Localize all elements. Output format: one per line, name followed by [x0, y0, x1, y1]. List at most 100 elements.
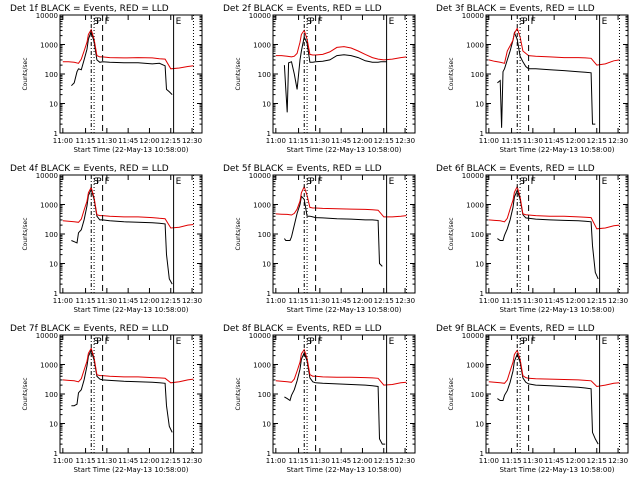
x-axis-label: Start Time (22-May-13 10:58:00) — [286, 466, 401, 474]
events-series-line — [497, 188, 599, 280]
chart-panel-4: Det 4f BLACK = Events, RED = LLD SP F E 1 10 1… — [10, 164, 203, 314]
x-tick-label: 11:30 — [97, 137, 117, 145]
chart-panel-2: Det 2f BLACK = Events, RED = LLD SP F E 1 10 1… — [223, 4, 416, 154]
y-tick-label: 100 — [258, 391, 271, 399]
y-tick-label: 10000 — [249, 332, 271, 340]
events-series-line — [497, 31, 596, 128]
x-tick-label: 12:30 — [608, 457, 628, 465]
x-axis-label: Start Time (22-May-13 10:58:00) — [73, 306, 188, 314]
x-tick-label: 11:15 — [501, 297, 521, 305]
chart-panel-7: Det 7f BLACK = Events, RED = LLD SP F E 1 10 1… — [10, 324, 203, 474]
y-tick-label: 1000 — [40, 362, 58, 370]
marker-label-p: P — [522, 337, 528, 347]
y-axis-label: Counts/sec — [448, 377, 455, 410]
marker-label-p: P — [309, 17, 315, 27]
y-tick-label: 10000 — [462, 332, 484, 340]
marker-label-f: F — [318, 337, 323, 347]
x-tick-label: 11:00 — [479, 297, 499, 305]
chart-title: Det 3f BLACK = Events, RED = LLD — [436, 4, 595, 14]
x-tick-label: 11:00 — [53, 137, 73, 145]
plot-frame — [59, 14, 203, 134]
y-tick-label: 10 — [49, 101, 58, 109]
y-tick-label: 100 — [45, 391, 58, 399]
marker-label-e: E — [176, 17, 182, 27]
lld-series-line — [488, 27, 620, 66]
x-axis-label: Start Time (22-May-13 10:58:00) — [286, 146, 401, 154]
y-tick-label: 1 — [54, 130, 58, 138]
marker-label-f: F — [105, 17, 110, 27]
x-tick-label: 11:45 — [544, 297, 564, 305]
x-tick-label: 11:00 — [53, 457, 73, 465]
plot-frame — [59, 174, 203, 294]
x-tick-label: 12:00 — [139, 457, 159, 465]
lld-series-line — [62, 347, 194, 384]
y-tick-label: 10000 — [36, 332, 58, 340]
x-tick-label: 12:30 — [182, 137, 202, 145]
x-tick-label: 11:00 — [266, 137, 286, 145]
x-tick-label: 11:30 — [310, 297, 330, 305]
lld-series-line — [488, 185, 620, 230]
marker-label-p: P — [522, 177, 528, 187]
x-tick-label: 11:45 — [118, 457, 138, 465]
plot-frame — [272, 334, 416, 454]
x-tick-label: 12:00 — [565, 457, 585, 465]
y-tick-label: 10000 — [249, 172, 271, 180]
y-tick-label: 1000 — [40, 42, 58, 50]
chart-title: Det 7f BLACK = Events, RED = LLD — [10, 324, 169, 334]
y-tick-label: 10 — [262, 101, 271, 109]
events-series-line — [283, 195, 383, 267]
x-tick-label: 11:30 — [97, 457, 117, 465]
x-axis-label: Start Time (22-May-13 10:58:00) — [499, 306, 614, 314]
marker-label-f: F — [105, 177, 110, 187]
x-tick-label: 11:15 — [288, 457, 308, 465]
lld-series-line — [275, 348, 407, 386]
y-tick-label: 10 — [262, 421, 271, 429]
marker-label-e: E — [389, 337, 395, 347]
x-tick-label: 11:15 — [501, 137, 521, 145]
x-axis-label: Start Time (22-May-13 10:58:00) — [286, 306, 401, 314]
y-tick-label: 10000 — [36, 172, 58, 180]
x-tick-label: 12:30 — [608, 297, 628, 305]
y-axis-label: Counts/sec — [448, 57, 455, 90]
y-tick-label: 10000 — [36, 12, 58, 20]
x-tick-label: 11:00 — [266, 297, 286, 305]
x-tick-label: 12:30 — [182, 457, 202, 465]
y-tick-label: 1 — [54, 290, 58, 298]
marker-label-s: S — [306, 177, 312, 187]
x-tick-label: 12:15 — [161, 457, 181, 465]
x-tick-label: 11:45 — [544, 137, 564, 145]
y-axis-label: Counts/sec — [235, 217, 242, 250]
y-tick-label: 100 — [45, 231, 58, 239]
x-tick-label: 11:30 — [310, 137, 330, 145]
chart-title: Det 1f BLACK = Events, RED = LLD — [10, 4, 169, 14]
y-tick-label: 1 — [267, 130, 271, 138]
y-axis-label: Counts/sec — [22, 377, 29, 410]
x-tick-label: 11:30 — [523, 297, 543, 305]
marker-label-f: F — [531, 17, 536, 27]
x-tick-label: 11:45 — [331, 297, 351, 305]
marker-label-p: P — [96, 177, 102, 187]
x-tick-label: 11:00 — [479, 137, 499, 145]
marker-label-e: E — [389, 17, 395, 27]
chart-title: Det 6f BLACK = Events, RED = LLD — [436, 164, 595, 174]
chart-panel-3: Det 3f BLACK = Events, RED = LLD SP F E 1 10 1… — [436, 4, 629, 154]
marker-label-e: E — [389, 177, 395, 187]
y-tick-label: 10000 — [462, 12, 484, 20]
x-tick-label: 12:30 — [395, 297, 415, 305]
plot-frame — [272, 174, 416, 294]
x-tick-label: 11:45 — [331, 137, 351, 145]
x-tick-label: 11:30 — [523, 137, 543, 145]
y-tick-label: 1 — [54, 450, 58, 458]
y-tick-label: 100 — [258, 71, 271, 79]
x-axis-label: Start Time (22-May-13 10:58:00) — [499, 146, 614, 154]
events-series-line — [71, 188, 173, 285]
x-tick-label: 12:30 — [395, 137, 415, 145]
marker-label-p: P — [309, 337, 315, 347]
x-tick-label: 12:15 — [374, 137, 394, 145]
x-tick-label: 11:15 — [288, 137, 308, 145]
x-tick-label: 11:15 — [501, 457, 521, 465]
x-tick-label: 12:00 — [565, 137, 585, 145]
marker-label-e: E — [176, 177, 182, 187]
y-tick-label: 10 — [49, 261, 58, 269]
y-tick-label: 100 — [471, 391, 484, 399]
